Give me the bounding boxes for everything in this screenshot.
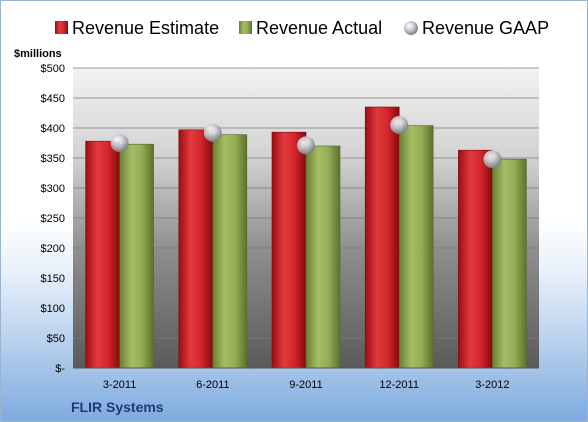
legend-swatch-actual: [239, 21, 252, 34]
x-tick-label: 3-2012: [475, 379, 509, 391]
y-tick-label: $150: [41, 273, 65, 285]
legend-marker-gaap: [404, 21, 418, 35]
y-tick-label: $300: [41, 183, 65, 195]
x-tick-label: 3-2011: [103, 379, 136, 391]
gaap-marker: [390, 116, 409, 134]
legend-label-estimate: Revenue Estimate: [72, 18, 219, 38]
y-tick-label: $400: [41, 123, 65, 135]
x-tick-label: 9-2011: [289, 379, 322, 391]
x-axis-ticks: 3-2011 6-2011 9-2011 12-2011 3-2012: [103, 379, 510, 391]
gaap-marker: [110, 134, 129, 152]
gaap-marker: [483, 150, 502, 169]
bar-actual: [398, 125, 434, 369]
y-tick-label: $500: [41, 63, 65, 75]
bar-estimate: [364, 106, 400, 369]
y-tick-label: $350: [41, 153, 65, 165]
legend-swatch-estimate: [55, 21, 68, 34]
y-tick-label: $200: [41, 243, 65, 255]
y-tick-label: $-: [55, 363, 65, 375]
y-axis-unit-label: $millions: [14, 48, 62, 60]
legend-label-actual: Revenue Actual: [256, 18, 382, 38]
company-name: FLIR Systems: [71, 399, 164, 415]
bar-actual: [119, 143, 154, 369]
x-tick-label: 12-2011: [379, 379, 419, 391]
bar-estimate: [271, 131, 307, 369]
bar-estimate: [85, 140, 120, 369]
bars: [85, 106, 527, 369]
bar-estimate: [458, 149, 493, 369]
y-axis-ticks: $- $50 $100 $150 $200 $250 $300 $350 $400 $450 $50…: [41, 63, 66, 375]
y-tick-label: $450: [41, 93, 65, 105]
y-tick-label: $250: [41, 213, 65, 225]
bar-actual: [492, 158, 527, 369]
bar-estimate: [178, 129, 214, 369]
gaap-marker: [297, 136, 315, 155]
gaap-marker: [203, 123, 222, 142]
gaap-markers: [110, 116, 502, 169]
bar-actual: [305, 145, 341, 369]
legend: Revenue Estimate Revenue Actual Revenue …: [55, 18, 549, 38]
y-tick-label: $100: [41, 303, 65, 315]
x-tick-label: 6-2011: [196, 379, 229, 391]
bar-actual: [212, 134, 248, 369]
y-tick-label: $50: [47, 333, 65, 345]
legend-label-gaap: Revenue GAAP: [422, 18, 549, 38]
